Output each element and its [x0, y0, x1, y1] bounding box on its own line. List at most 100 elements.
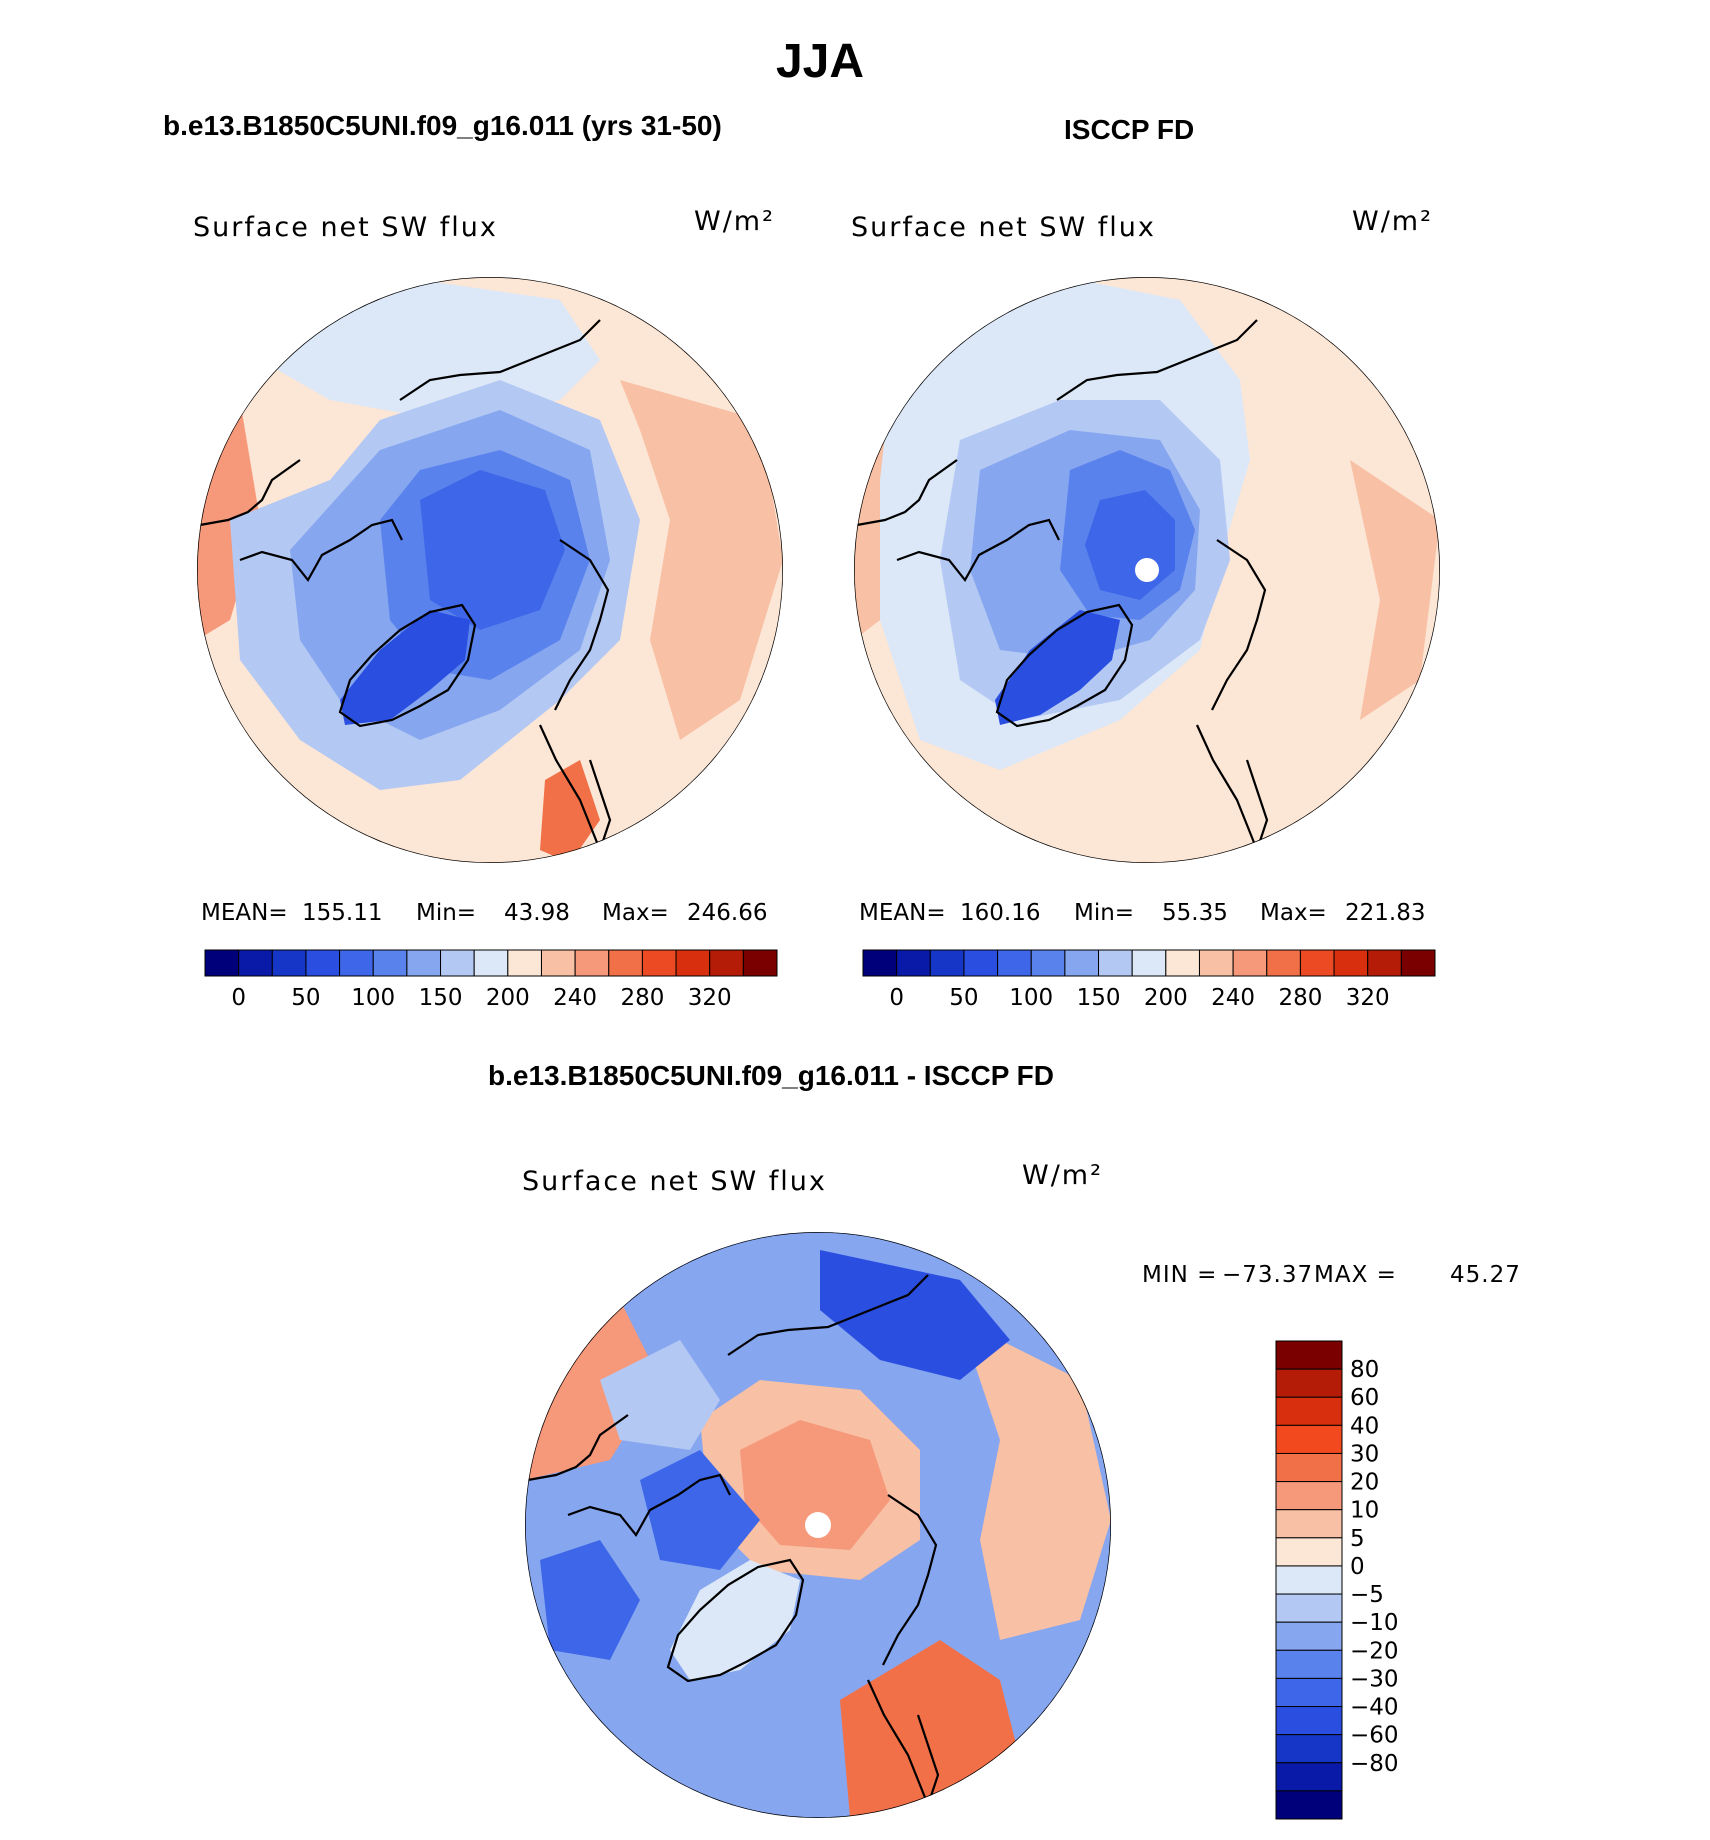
p1-max-value: 246.66 [687, 900, 768, 926]
p2-max-label: Max= [1260, 900, 1327, 926]
p3-colorbar-box-10 [1275, 1621, 1343, 1651]
p3-max-label: MAX = [1314, 1262, 1397, 1288]
p1-colorbar-tick-label: 0 [231, 985, 246, 1011]
p1-colorbar-box-15 [709, 949, 744, 977]
p3-colorbar-tick-label: 20 [1350, 1470, 1379, 1496]
p1-colorbar-tick-label: 50 [291, 985, 320, 1011]
p1-colorbar-box-7 [440, 949, 475, 977]
p2-coast-scandinavia [1195, 724, 1269, 854]
p1-colorbar-box-0 [204, 949, 240, 977]
p3-coastlines [527, 1274, 940, 1809]
p3-region-arctic-core-warm [740, 1420, 890, 1550]
p2-mean-label: MEAN= [859, 900, 946, 926]
p3-colorbar-tick-label: −20 [1350, 1638, 1399, 1664]
p1-coast-canada [239, 518, 403, 582]
p3-region-eurasia-warm [960, 1320, 1111, 1640]
p3-min-value: −73.37 [1222, 1262, 1314, 1288]
p3-colorbar-tick-label: −5 [1350, 1582, 1384, 1608]
p1-colorbar-box-1 [238, 949, 273, 977]
p2-colorbar-box-7 [1098, 949, 1133, 977]
p2-colorbar-box-12 [1266, 949, 1301, 977]
p2-colorbar-tick-label: 50 [949, 985, 978, 1011]
p3-coast-siberia [727, 1274, 929, 1356]
p2-colorbar-box-13 [1299, 949, 1335, 977]
p3-region-pacific-cold [820, 1250, 1010, 1380]
main-title: JJA [775, 35, 865, 88]
p1-region-greenland [340, 610, 470, 725]
p2-colorbar-box-1 [896, 949, 931, 977]
p1-colorbar-box-14 [675, 949, 711, 977]
p3-colorbar-box-1 [1275, 1368, 1343, 1398]
p1-region-scandinavia-warm [540, 760, 600, 863]
p1-colorbar-tick-label: 100 [351, 985, 395, 1011]
p3-colorbar-box-11 [1275, 1649, 1343, 1679]
p3-colorbar-tick-label: 10 [1350, 1498, 1379, 1524]
p2-region-eurasia-warm [1350, 460, 1440, 720]
p2-colorbar-tick-label: 0 [889, 985, 904, 1011]
p1-region-eurasia-warm [620, 380, 783, 740]
p2-colorbar: 0 50 100 150 200 240 280 320 [862, 949, 1436, 1011]
p1-mean-value: 155.11 [302, 900, 383, 926]
p3-colorbar-box-7 [1275, 1537, 1343, 1567]
p3-colorbar-box-0 [1275, 1340, 1343, 1370]
p2-colorbar-box-10 [1198, 949, 1234, 977]
p1-coast-greenland [338, 603, 477, 728]
p1-colorbar-box-9 [507, 949, 542, 977]
p1-region-arctic-core [420, 470, 565, 630]
p3-colorbar-tick-label: −40 [1350, 1695, 1399, 1721]
p3-colorbar-box-6 [1275, 1509, 1343, 1539]
p3-colorbar-tick-label: −80 [1350, 1751, 1399, 1777]
p1-coast-alaska [199, 459, 301, 527]
p1-colorbar-box-12 [608, 949, 643, 977]
p3-colorbar-tick-label: 5 [1350, 1526, 1365, 1552]
p1-colorbar-tick-label: 280 [620, 985, 664, 1011]
p3-colorbar-box-16 [1275, 1790, 1343, 1820]
p3-colorbar-tick-label: 30 [1350, 1441, 1379, 1467]
p3-region-greenland-light [670, 1560, 800, 1680]
p3-region-ocean-light [600, 1340, 720, 1450]
p3-colorbar-box-3 [1275, 1424, 1343, 1454]
p3-colorbar-box-4 [1275, 1452, 1343, 1483]
p1-variable-label: Surface net SW flux [193, 212, 498, 243]
p2-colorbar-tick-label: 280 [1278, 985, 1322, 1011]
p3-colorbar-tick-label: −60 [1350, 1723, 1399, 1749]
p1-colorbar-box-3 [305, 949, 341, 977]
p1-colorbar-box-8 [473, 949, 509, 977]
p1-coast-russia [554, 539, 610, 711]
left-panel-title: b.e13.B1850C5UNI.f09_g16.011 (yrs 31-50) [163, 110, 722, 141]
p3-colorbar-box-2 [1275, 1396, 1343, 1426]
p2-colorbar-box-14 [1333, 949, 1369, 977]
p2-colorbar-box-5 [1030, 949, 1066, 977]
p1-units-label: W/m² [694, 206, 775, 237]
p1-colorbar-box-5 [372, 949, 408, 977]
p2-variable-label: Surface net SW flux [851, 212, 1156, 243]
p3-region-labrador-cold [540, 1540, 640, 1660]
p3-coast-greenland [666, 1558, 805, 1683]
p1-max-label: Max= [602, 900, 669, 926]
p1-colorbar-box-13 [641, 949, 677, 977]
p2-coastlines [856, 319, 1269, 854]
p3-pole-missing-data [805, 1512, 831, 1538]
p2-coast-siberia [1056, 319, 1258, 401]
p2-colorbar-box-3 [963, 949, 999, 977]
p1-min-value: 43.98 [504, 900, 570, 926]
p2-colorbar-tick-label: 150 [1077, 985, 1121, 1011]
p3-colorbar-box-13 [1275, 1706, 1343, 1736]
p1-map [197, 277, 783, 863]
p2-colorbar-box-15 [1367, 949, 1402, 977]
p3-region-canada-cold [640, 1450, 760, 1570]
p3-colorbar-tick-label: 60 [1350, 1385, 1379, 1411]
p2-colorbar-box-16 [1400, 949, 1436, 977]
p1-colorbar-tick-label: 200 [486, 985, 530, 1011]
p2-colorbar-tick-label: 100 [1009, 985, 1053, 1011]
p3-coast-scandinavia [866, 1679, 940, 1809]
p2-colorbar-box-11 [1232, 949, 1268, 977]
p2-coast-alaska [856, 459, 958, 527]
p1-mean-label: MEAN= [201, 900, 288, 926]
p2-min-value: 55.35 [1162, 900, 1228, 926]
p1-colorbar-box-4 [339, 949, 374, 977]
p2-colorbar-tick-label: 240 [1211, 985, 1255, 1011]
p1-coast-siberia [399, 319, 601, 401]
p3-map [525, 1232, 1111, 1818]
